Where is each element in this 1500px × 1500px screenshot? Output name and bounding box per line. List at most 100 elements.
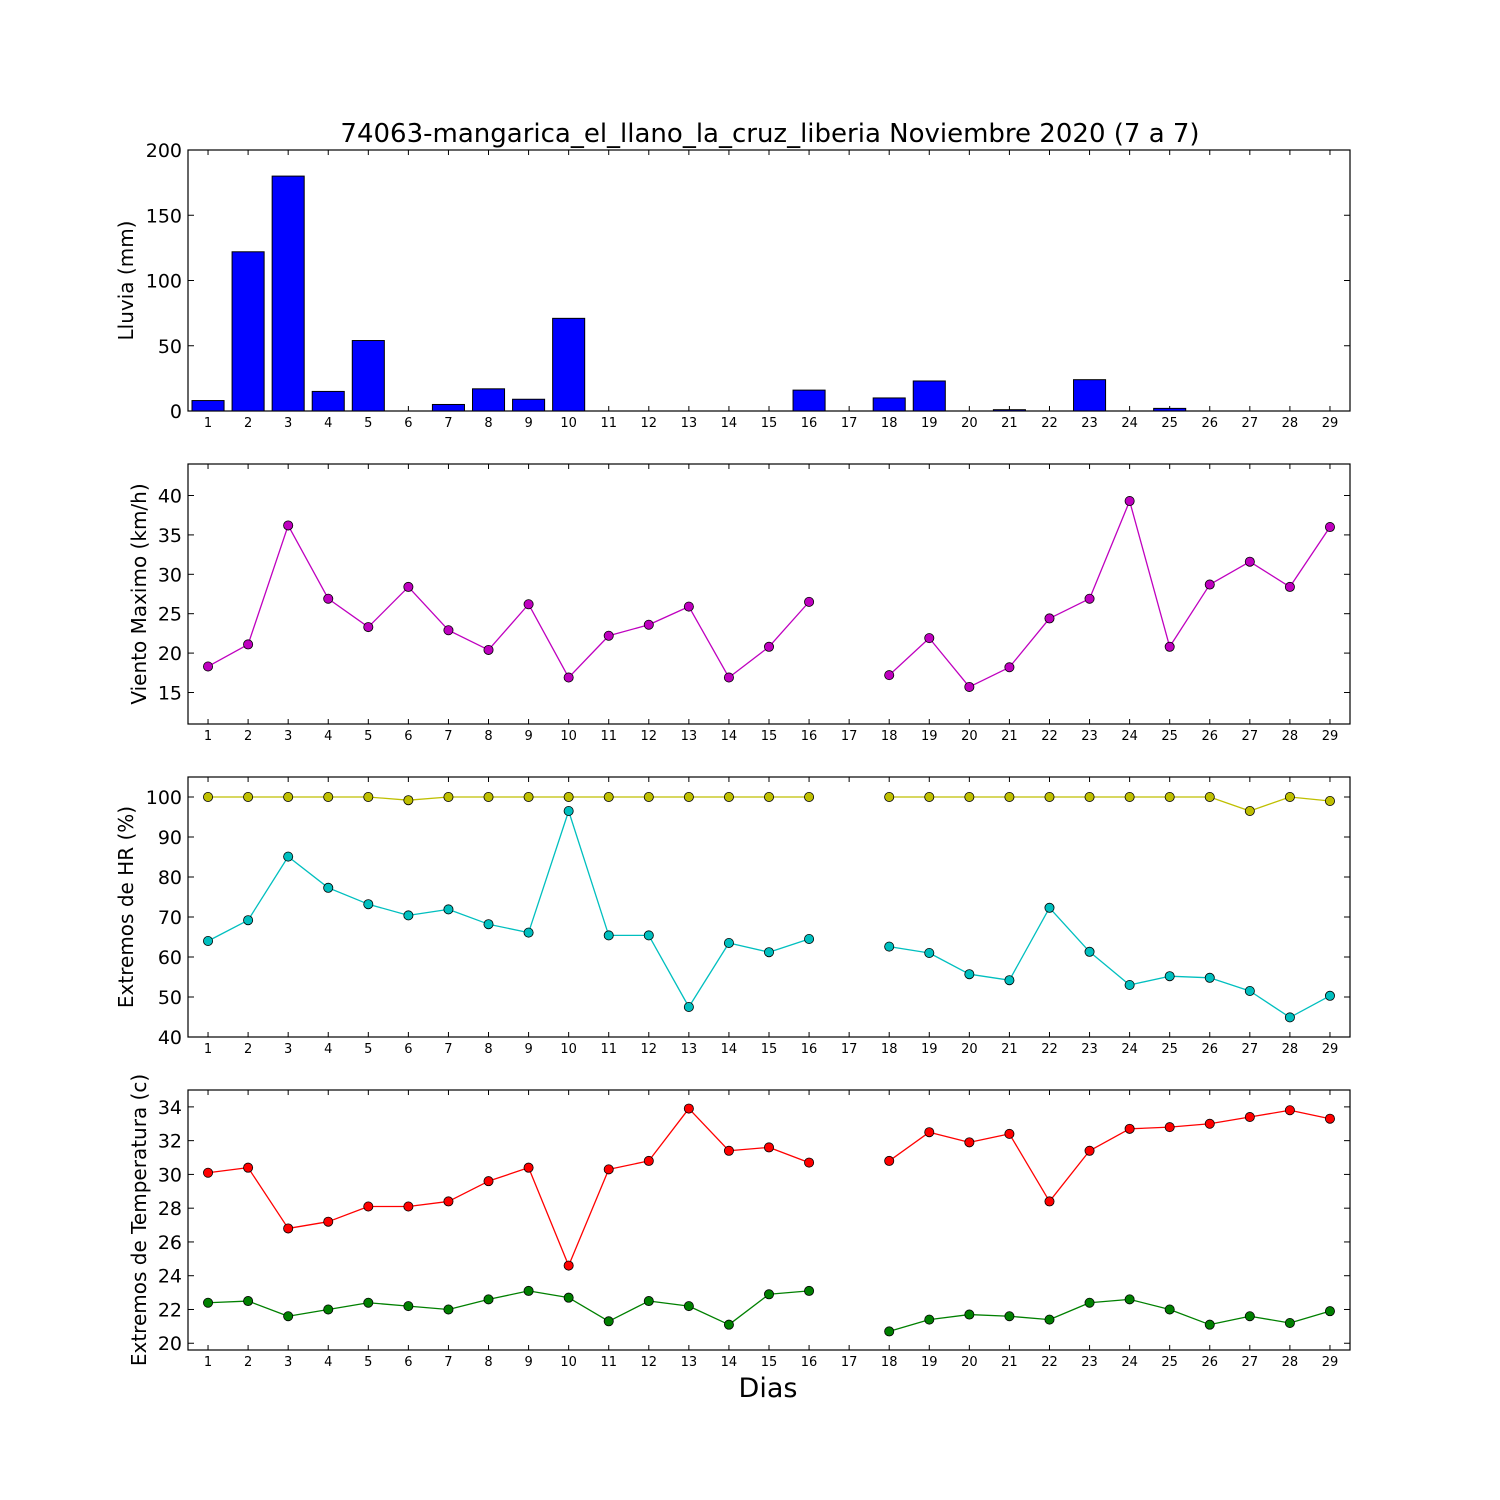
humidity-series-0-point xyxy=(363,792,374,803)
temperature-xtick-label: 6 xyxy=(404,1355,412,1370)
humidity-series-0-point xyxy=(603,792,614,803)
temperature-series-0-line xyxy=(527,1167,570,1266)
temperature-panel: 1 2 3 4 5 6 7 8 9 10 11 12 13 14 15 16 17 18 19 20 21 22 23 24 2… xyxy=(127,1074,1351,1370)
humidity-series-1-point xyxy=(764,947,775,958)
temperature-xtick-label: 22 xyxy=(1041,1355,1058,1370)
humidity-series-0-point xyxy=(443,792,454,803)
rainfall-xtick-label: 29 xyxy=(1322,416,1339,431)
humidity-series-1-line xyxy=(488,923,529,934)
max-wind-series-0-line xyxy=(728,646,770,679)
humidity-series-0-point xyxy=(1324,796,1335,807)
max-wind-ytick-label: 35 xyxy=(158,525,182,547)
temperature-series-1-line xyxy=(1169,1308,1210,1326)
temperature-series-0-point xyxy=(403,1201,414,1212)
rainfall-xtick-label: 6 xyxy=(404,416,412,431)
max-wind-series-0-point xyxy=(323,593,334,604)
rainfall-xtick-label: 1 xyxy=(204,416,212,431)
max-wind-xtick-label: 1 xyxy=(204,729,212,744)
rainfall-y-axis-label: Lluvia (mm) xyxy=(114,221,138,341)
max-wind-series-0-line xyxy=(1049,598,1090,620)
temperature-series-1-point xyxy=(443,1304,454,1315)
humidity-series-0-point xyxy=(203,792,214,803)
humidity-xtick-label: 4 xyxy=(324,1042,332,1057)
rainfall-ytick-label: 50 xyxy=(158,336,182,358)
humidity-series-0-point xyxy=(323,792,334,803)
humidity-ytick-label: 50 xyxy=(158,987,182,1009)
max-wind-series-0-point xyxy=(723,672,734,683)
temperature-series-0-point xyxy=(603,1164,614,1175)
temperature-xtick-label: 25 xyxy=(1161,1355,1178,1370)
rainfall-ytick-label: 100 xyxy=(146,271,182,293)
rainfall-bar xyxy=(471,388,506,412)
max-wind-series-0-point xyxy=(1084,593,1095,604)
temperature-series-1-line xyxy=(1289,1310,1331,1324)
temperature-series-0-point xyxy=(643,1155,654,1166)
humidity-xtick-label: 29 xyxy=(1322,1042,1339,1057)
humidity-series-0-point xyxy=(1004,792,1015,803)
temperature-series-1-point xyxy=(1124,1294,1135,1305)
max-wind-series-0-line xyxy=(768,601,810,648)
max-wind-series-0-line xyxy=(608,624,649,637)
temperature-series-1-line xyxy=(1209,1315,1250,1326)
max-wind-series-0-line xyxy=(407,586,449,631)
rainfall-xtick-label: 24 xyxy=(1121,416,1138,431)
temperature-series-1-point xyxy=(964,1309,975,1320)
rainfall-bar xyxy=(431,403,465,412)
humidity-xtick-label: 28 xyxy=(1282,1042,1299,1057)
humidity-series-0-point xyxy=(884,792,895,803)
max-wind-xtick-label: 26 xyxy=(1201,729,1218,744)
temperature-series-0-point xyxy=(483,1176,494,1187)
max-wind-xtick-label: 19 xyxy=(921,729,938,744)
max-wind-xtick-label: 14 xyxy=(721,729,738,744)
max-wind-series-0-line xyxy=(888,637,930,676)
rainfall-xtick-label: 22 xyxy=(1041,416,1058,431)
temperature-xtick-label: 11 xyxy=(600,1355,617,1370)
max-wind-xtick-label: 21 xyxy=(1001,729,1018,744)
humidity-xtick-label: 9 xyxy=(524,1042,532,1057)
rainfall-xtick-label: 10 xyxy=(560,416,577,431)
humidity-series-0-point xyxy=(1044,792,1055,803)
humidity-series-0-point xyxy=(1284,792,1295,803)
humidity-xtick-label: 7 xyxy=(444,1042,452,1057)
temperature-series-0-point xyxy=(1284,1105,1295,1116)
rainfall-panel: 1 2 3 4 5 6 7 8 9 10 11 12 13 14 15 16 17 18 19 20 21 22 23 24 2… xyxy=(114,140,1351,431)
rainfall-bar xyxy=(992,409,1026,412)
temperature-series-0-line xyxy=(408,1200,449,1208)
max-wind-xtick-label: 13 xyxy=(681,729,698,744)
humidity-xtick-label: 25 xyxy=(1161,1042,1178,1057)
humidity-xtick-label: 1 xyxy=(204,1042,212,1057)
max-wind-series-0-point xyxy=(443,625,454,636)
rainfall-xtick-label: 17 xyxy=(841,416,858,431)
temperature-series-0-point xyxy=(1124,1123,1135,1134)
max-wind-series-0-point xyxy=(603,630,614,641)
subplots: 1 2 3 4 5 6 7 8 9 10 11 12 13 14 15 16 17 18 19 20 21 22 23 24 2… xyxy=(114,140,1351,1370)
humidity-series-0-point xyxy=(523,792,534,803)
temperature-series-1-line xyxy=(208,1300,249,1304)
temperature-xtick-label: 9 xyxy=(524,1355,532,1370)
max-wind-series-0-point xyxy=(1244,556,1255,567)
max-wind-series-0-line xyxy=(568,635,610,678)
temperature-series-1-point xyxy=(804,1285,815,1296)
temperature-y-axis-label: Extremos de Temperatura (c) xyxy=(127,1074,151,1366)
temperature-series-1-point xyxy=(884,1326,895,1337)
temperature-series-1-point xyxy=(924,1314,935,1325)
temperature-xtick-label: 16 xyxy=(801,1355,818,1370)
humidity-series-1-line xyxy=(327,887,369,905)
humidity-xtick-label: 23 xyxy=(1081,1042,1098,1057)
temperature-series-0-point xyxy=(1244,1112,1255,1123)
max-wind-series-0-line xyxy=(1289,526,1331,588)
humidity-ytick-label: 80 xyxy=(158,867,182,889)
max-wind-series-0-point xyxy=(964,681,975,692)
humidity-xtick-label: 14 xyxy=(721,1042,738,1057)
humidity-xtick-label: 3 xyxy=(284,1042,292,1057)
temperature-series-0-line xyxy=(448,1180,489,1203)
humidity-xtick-label: 18 xyxy=(881,1042,898,1057)
temperature-series-1-point xyxy=(203,1297,214,1308)
temperature-series-1-point xyxy=(643,1296,654,1307)
max-wind-xtick-label: 23 xyxy=(1081,729,1098,744)
temperature-series-1-point xyxy=(764,1289,775,1300)
rainfall-xtick-label: 9 xyxy=(524,416,532,431)
humidity-series-0-point xyxy=(483,792,494,803)
temperature-xtick-label: 4 xyxy=(324,1355,332,1370)
